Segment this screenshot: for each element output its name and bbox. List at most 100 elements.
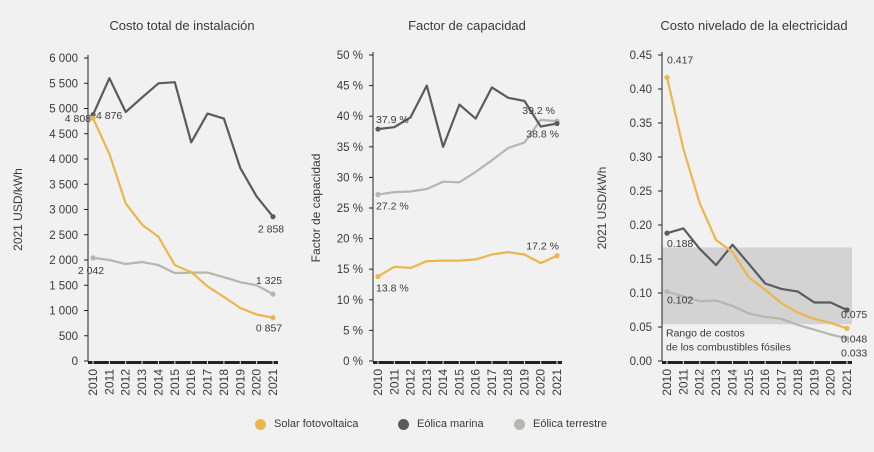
charts-svg: Costo total de instalación 2021 USD/kWh 0 5… [11,18,867,396]
y-axis-label: 2021 USD/kWh [11,168,25,251]
y-tick-label: 10 % [337,295,363,307]
series-point-onshore [90,255,96,261]
fossil-fuel-range-label: Rango de costos [666,327,745,339]
data-label-solar: 17.2 % [526,241,559,253]
y-tick-label: 45 % [337,81,363,93]
x-tick-label: 2012 [693,369,707,396]
y-tick-label: 5 % [343,325,363,337]
series-point-solar [270,315,276,321]
series-point-solar [375,273,381,280]
y-tick-label: 4 500 [49,129,78,141]
y-axis-label: 2021 USD/kWh [595,167,609,250]
x-tick-label: 2011 [102,369,116,395]
data-label-solar: 13.8 % [376,283,409,295]
y-tick-label: 0.35 [630,118,652,130]
data-label-solar: 4 808 [65,113,91,125]
series-line-offshore [91,77,275,218]
legend-swatch-solar [255,418,266,430]
y-tick-label: 0.15 [630,254,652,266]
data-label-onshore: 39.2 % [522,105,555,117]
x-tick-label: 2014 [151,369,165,396]
y-tick-label: 25 % [337,203,363,215]
chart-title: Factor de capacidad [408,18,526,33]
series-line-solar [91,117,275,319]
fossil-fuel-range-band [662,247,852,325]
series-point-solar [554,253,560,259]
data-label-onshore: 2 042 [78,265,104,277]
series-line-offshore [376,84,559,148]
series-line-offshore [665,227,849,312]
x-tick-label: 2010 [660,369,674,396]
y-tick-label: 0 % [343,356,363,368]
legend-label-solar: Solar fotovoltaica [274,418,359,430]
legend-item-offshore: Eólica marina [398,418,484,430]
legend-swatch-offshore [398,418,409,430]
legend-item-solar: Solar fotovoltaica [255,418,358,430]
series-point-offshore [375,126,381,132]
x-tick-label: 2013 [135,369,149,396]
y-tick-label: 20 % [337,234,363,246]
chart-title: Costo total de instalación [109,18,254,33]
data-label-offshore: 0.075 [841,309,867,321]
y-axis-label: Factor de capacidad [309,154,323,263]
series-point-onshore [375,191,381,198]
data-label-offshore: 38.8 % [526,129,559,141]
x-tick-label: 2010 [86,369,100,396]
x-tick-label: 2017 [485,369,499,396]
data-label-onshore: 1 325 [256,275,282,287]
x-tick-label: 2016 [469,369,483,396]
series-line-onshore [91,256,275,296]
x-tick-label: 2019 [517,369,531,396]
x-tick-label: 2020 [250,369,264,396]
x-tick-label: 2015 [742,369,756,396]
data-label-offshore: 2 858 [258,224,284,236]
x-tick-label: 2011 [676,369,690,395]
y-tick-label: 500 [59,331,78,343]
y-tick-label: 0.05 [630,322,652,334]
y-tick-label: 15 % [337,264,363,276]
x-tick-label: 2018 [791,369,805,396]
y-tick-label: 2 000 [49,255,78,267]
legend-label-offshore: Eólica marina [417,418,484,430]
x-tick-label: 2020 [824,369,838,396]
series-point-onshore [270,291,276,297]
data-label-solar: 0.048 [841,333,867,345]
y-tick-label: 6 000 [49,53,78,65]
data-label-onshore: 0.033 [841,348,867,360]
y-tick-label: 5 500 [49,78,78,90]
y-tick-label: 0.25 [630,186,652,198]
x-tick-label: 2019 [233,369,247,396]
y-tick-label: 50 % [337,50,363,62]
x-tick-label: 2015 [168,369,182,396]
x-tick-label: 2014 [436,369,450,396]
legend-swatch-onshore [514,418,525,430]
data-label-offshore: 4 876 [96,110,122,122]
legend: Solar fotovoltaica Eólica marina Eólica … [0,418,874,438]
series-point-offshore [844,307,850,313]
x-tick-label: 2017 [201,369,215,396]
y-tick-label: 35 % [337,142,363,154]
x-tick-label: 2016 [758,369,772,396]
y-tick-label: 0.20 [630,220,652,232]
y-tick-label: 4 000 [49,154,78,166]
y-tick-label: 3 000 [49,205,78,217]
data-label-offshore: 37.9 % [376,114,409,126]
y-tick-label: 0.00 [630,356,652,368]
data-label-offshore: 0.188 [667,238,693,250]
legend-label-onshore: Eólica terrestre [533,418,607,430]
x-tick-label: 2018 [501,369,515,396]
y-tick-label: 30 % [337,172,363,184]
x-tick-label: 2021 [266,369,280,396]
x-tick-label: 2011 [387,369,401,395]
series-point-onshore [844,335,850,342]
series-line-solar [665,76,849,330]
x-tick-label: 2019 [807,369,821,396]
chart-panel-2: Factor de capacidad Factor de capacidad 0 … [309,18,564,396]
x-tick-label: 2012 [119,369,133,396]
data-label-onshore: 0.102 [667,295,693,307]
chart-panel-3: Costo nivelado de la electricidad 2021 US… [595,18,867,396]
series-point-solar [90,115,96,121]
x-tick-label: 2010 [371,369,385,396]
legend-item-onshore: Eólica terrestre [514,418,607,430]
